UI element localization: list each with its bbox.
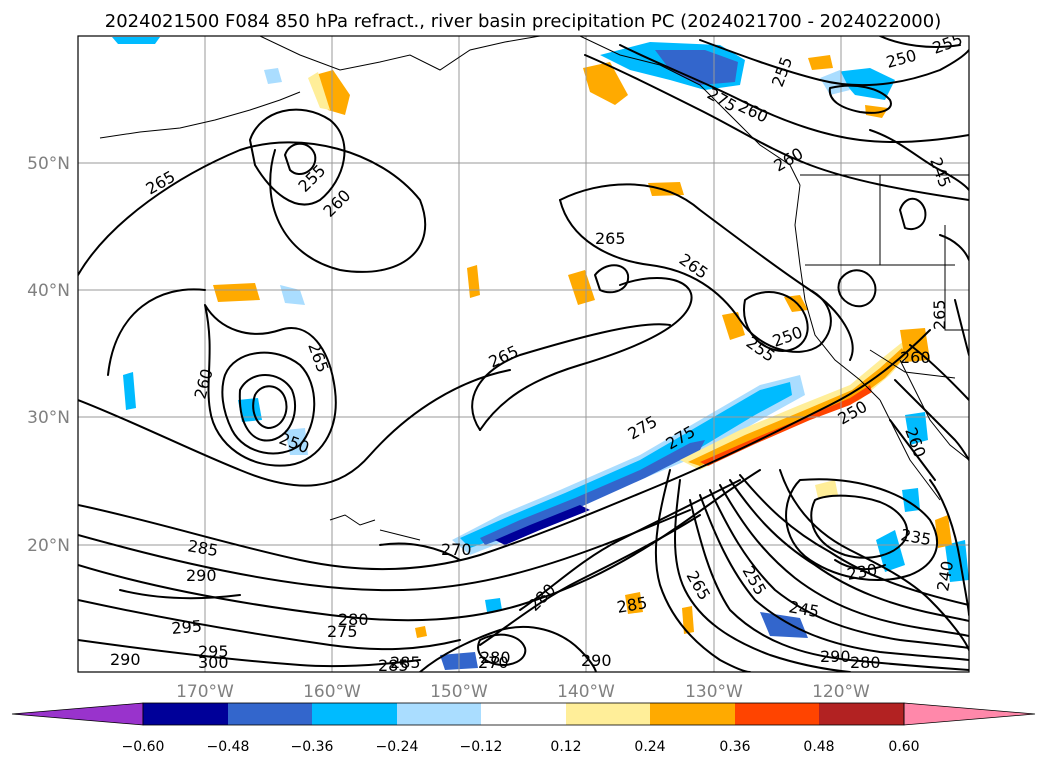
shade-sw-neg3 [945, 540, 969, 582]
lat-label: 50°N [27, 154, 70, 174]
shade-positive-bc-small [865, 105, 888, 118]
shade-s-neg1 [760, 612, 808, 638]
colorbar-bin [819, 703, 904, 725]
shade-positive-mid1 [648, 182, 684, 196]
contour-label: 295 [171, 616, 203, 638]
colorbar-tick: 0.60 [888, 739, 919, 755]
contour-label: 280 [480, 648, 511, 667]
colorbar-tick: 0.36 [719, 739, 750, 755]
colorbar-tick: 0.12 [550, 739, 581, 755]
shade-ar-negative-core [480, 440, 705, 545]
precip-shading [112, 37, 969, 670]
colorbar-bin [228, 703, 312, 725]
contour-label: 290 [110, 650, 141, 669]
lon-label: 130°W [685, 682, 743, 702]
shade-positive-nw [808, 55, 833, 70]
contour-label: 260 [900, 348, 931, 367]
colorbar-bin [143, 703, 228, 725]
colorbar-bin [312, 703, 397, 725]
coastlines [99, 36, 969, 541]
shade-s-neg3 [485, 598, 502, 612]
lon-label: 120°W [812, 682, 870, 702]
contour-label: 270 [441, 540, 472, 559]
shade-w-neg5 [264, 68, 282, 84]
contour-label: 290 [186, 566, 217, 585]
shade-sw-neg2 [876, 530, 905, 572]
lat-label: 30°N [27, 408, 70, 428]
shade-sw-pos3 [815, 480, 838, 498]
colorbar-tick: 0.48 [803, 739, 834, 755]
contour-label: 280 [850, 653, 881, 672]
shade-negative-bc-core [655, 50, 738, 85]
colorbar-bin [566, 703, 650, 725]
colorbar-extend-left [11, 702, 144, 726]
colorbar-bin [735, 703, 819, 725]
contour-label: 285 [378, 656, 409, 675]
shade-w-neg4 [285, 428, 308, 455]
shade-s-pos2 [682, 606, 694, 634]
shade-ar-positive [688, 348, 906, 466]
colorbar-tick: −0.48 [207, 739, 250, 755]
colorbar-outline [142, 702, 905, 726]
colorbar-extend-right [903, 702, 1036, 726]
contour-label: 265 [930, 299, 949, 330]
lon-label: 150°W [430, 682, 488, 702]
colorbar-tick: −0.12 [460, 739, 503, 755]
shade-sw-neg4 [905, 412, 928, 445]
contour-label: 275 [327, 622, 358, 641]
lon-label: 160°W [303, 682, 361, 702]
lon-label: 140°W [557, 682, 615, 702]
contour-label: 295 [198, 642, 229, 661]
contour-label: 280 [338, 610, 369, 629]
contour-label: 290 [820, 647, 851, 666]
shade-s-pos3 [415, 626, 427, 638]
refractivity-contours [78, 36, 969, 672]
contour-label: 265 [595, 229, 626, 248]
contour-label: 290 [581, 651, 612, 670]
colorbar-bin [650, 703, 735, 725]
shade-s-pos1 [625, 592, 643, 614]
shade-sw-pos1 [935, 515, 952, 548]
contour-label: 300 [198, 653, 229, 672]
colorbar-tick: −0.24 [376, 739, 419, 755]
map-frame [77, 35, 970, 673]
shade-positive-aleutian-light [308, 72, 330, 110]
colorbar: −0.60 −0.48 −0.36 −0.24 −0.12 0.12 0.24 … [11, 702, 1036, 755]
colorbar-tick: 0.24 [634, 739, 665, 755]
shade-positive-gulf [583, 62, 628, 105]
shade-ar-negative-deep [495, 505, 590, 545]
latitude-labels: 50°N 40°N 30°N 20°N [27, 154, 70, 556]
colorbar-tick: −0.60 [122, 739, 165, 755]
shade-ar-negative [460, 382, 792, 548]
shade-negative-tl [112, 37, 160, 44]
lon-label: 170°W [176, 682, 234, 702]
shade-positive-w [213, 283, 260, 302]
shade-positive-mid2 [568, 270, 595, 305]
lat-label: 40°N [27, 281, 70, 301]
contour-label: 285 [390, 653, 421, 672]
longitude-labels: 170°W 160°W 150°W 140°W 130°W 120°W [176, 682, 870, 702]
shade-ar-positive-core [700, 385, 872, 466]
colorbar-bin [481, 703, 566, 725]
lat-label: 20°N [27, 536, 70, 556]
shade-ar-positive-light [680, 340, 912, 470]
colorbar-tick: −0.36 [291, 739, 334, 755]
figure-title: 2024021500 F084 850 hPa refract., river … [105, 11, 941, 32]
contour-label: 270 [478, 653, 509, 672]
colorbar-bin [397, 703, 481, 725]
shade-w-neg1 [123, 372, 136, 410]
